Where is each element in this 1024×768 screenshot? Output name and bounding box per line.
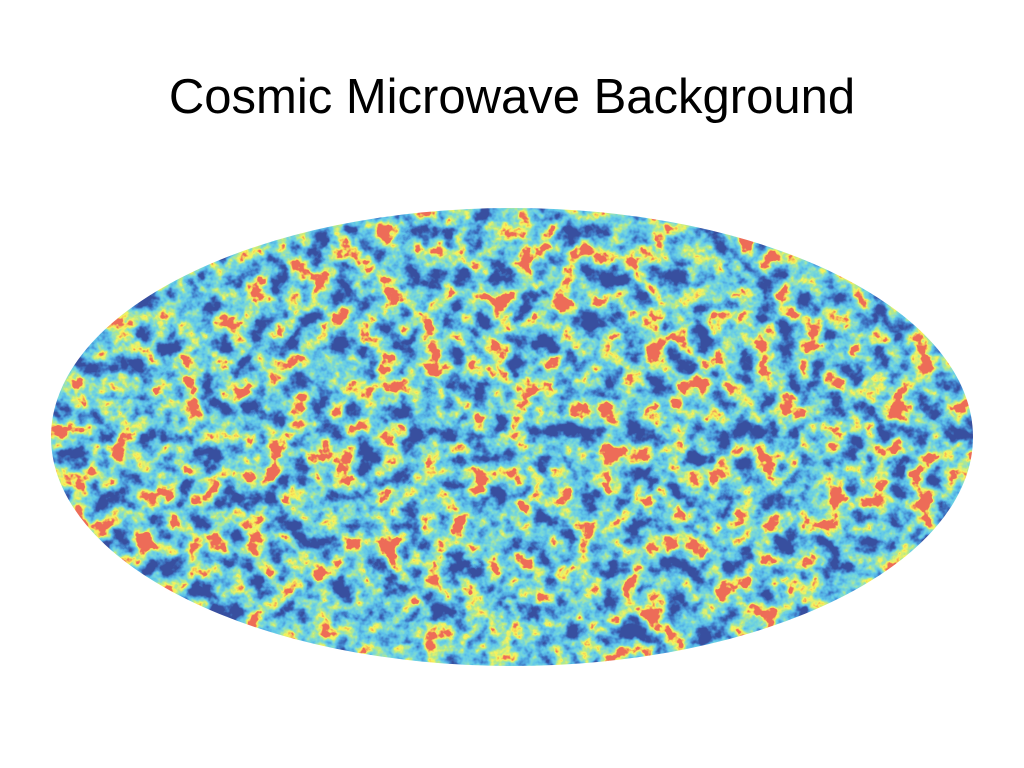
slide-title: Cosmic Microwave Background <box>168 70 856 124</box>
map-texture <box>51 208 973 666</box>
